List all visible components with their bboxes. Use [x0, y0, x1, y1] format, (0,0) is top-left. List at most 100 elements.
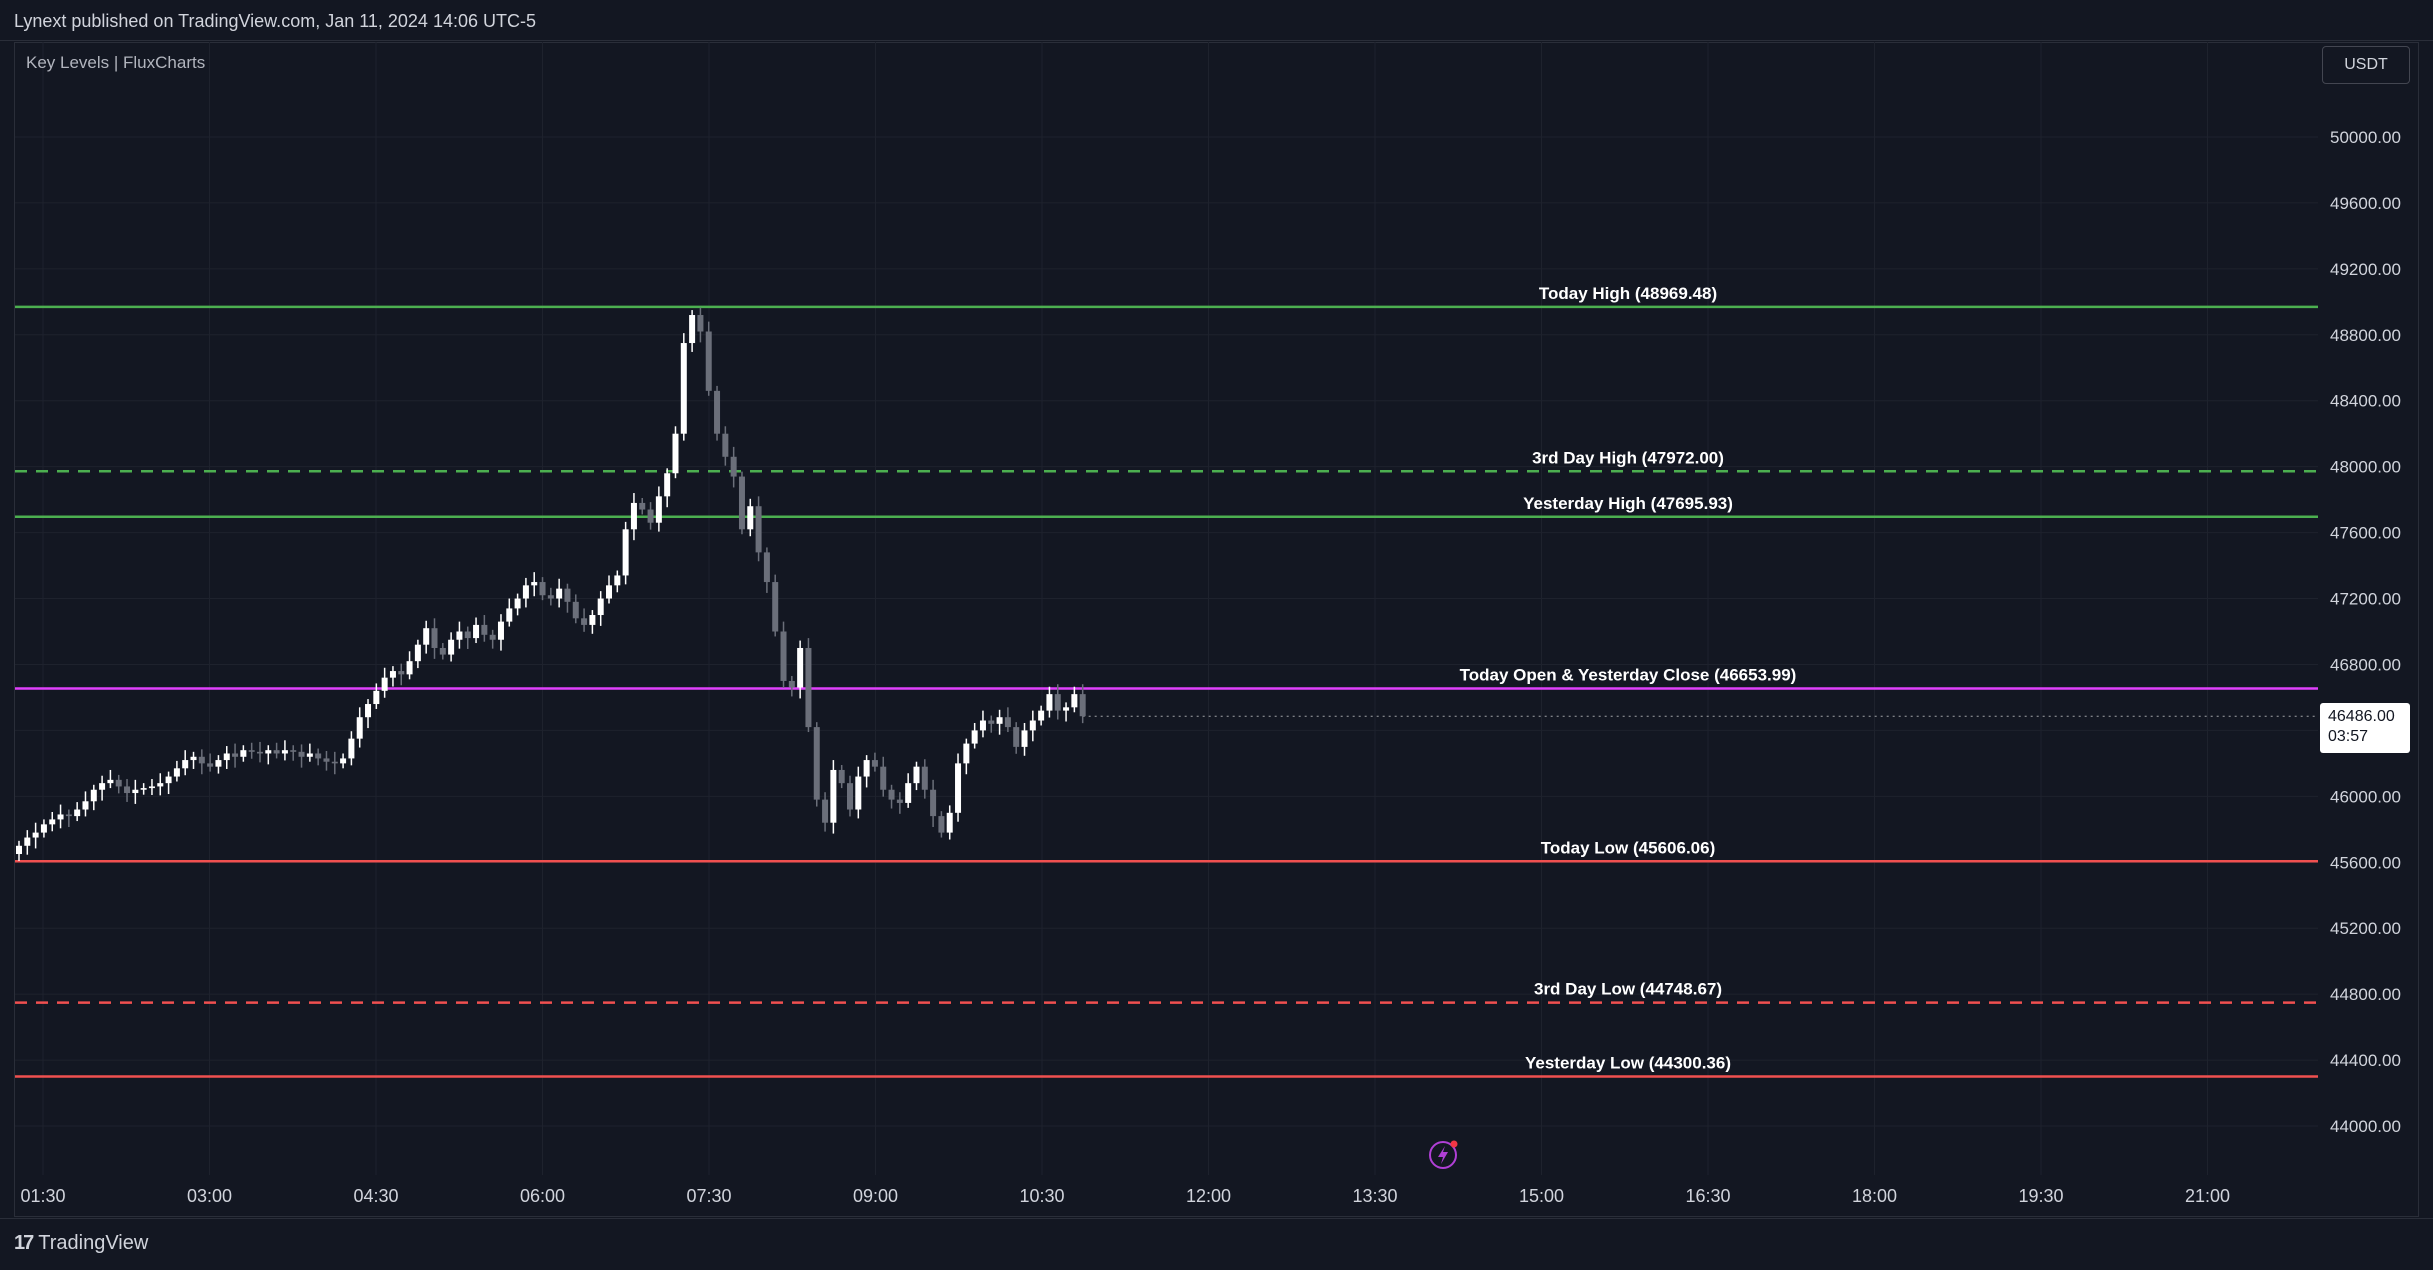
time-tick-label: 03:00: [187, 1186, 232, 1206]
key-level-label: Today Open & Yesterday Close (46653.99): [1460, 666, 1797, 685]
candle-body: [431, 628, 438, 648]
price-tick-label: 44800.00: [2330, 985, 2401, 1004]
tradingview-logo[interactable]: 17 TradingView: [14, 1232, 148, 1255]
candle-body: [606, 585, 613, 599]
price-tick-label: 49200.00: [2330, 260, 2401, 279]
candle-body: [173, 768, 180, 777]
key-level-label: Today High (48969.48): [1539, 284, 1717, 303]
candle-body: [822, 799, 829, 823]
time-tick-label: 15:00: [1519, 1186, 1564, 1206]
candle-body: [365, 704, 372, 718]
candle-body: [531, 582, 538, 586]
candle-body: [689, 315, 696, 344]
candle-body: [655, 496, 662, 523]
candle-body: [99, 783, 106, 790]
time-tick-label: 09:00: [853, 1186, 898, 1206]
candle-body: [148, 786, 155, 789]
candle-body: [1029, 720, 1036, 731]
candle-body: [473, 624, 480, 639]
candle-body: [57, 814, 64, 820]
candle-body: [1021, 730, 1028, 747]
candle-body: [140, 788, 147, 790]
candle-body: [722, 433, 729, 457]
candle-body: [547, 595, 554, 599]
candle-body: [1004, 717, 1011, 728]
candle-body: [240, 750, 247, 757]
time-tick-label: 13:30: [1352, 1186, 1397, 1206]
time-tick-label: 18:00: [1852, 1186, 1897, 1206]
candle-body: [406, 661, 413, 675]
candle-body: [1013, 727, 1020, 747]
candle-body: [40, 824, 47, 833]
candle-body: [165, 776, 172, 784]
candle-body: [157, 783, 164, 787]
key-level-label: Yesterday Low (44300.36): [1525, 1053, 1731, 1072]
candle-body: [356, 717, 363, 739]
candle-body: [930, 789, 937, 817]
candle-body: [107, 779, 114, 784]
candle-body: [298, 751, 305, 757]
candle-body: [497, 621, 504, 640]
candle-body: [747, 506, 754, 530]
candle-body: [348, 738, 355, 759]
candle-body: [705, 331, 712, 391]
candle-body: [256, 751, 263, 754]
bottom-bar: [0, 1218, 2433, 1270]
candle-body: [1046, 694, 1053, 711]
candle-body: [481, 624, 488, 635]
price-tick-label: 48000.00: [2330, 458, 2401, 477]
candle-body: [855, 776, 862, 810]
candle-body: [614, 575, 621, 586]
candle-body: [190, 756, 197, 761]
time-tick-label: 01:30: [20, 1186, 65, 1206]
candle-body: [597, 598, 604, 616]
candle-body: [489, 634, 496, 640]
key-level-label: Today Low (45606.06): [1541, 838, 1715, 857]
currency-button[interactable]: USDT: [2322, 46, 2410, 84]
candle-body: [581, 618, 588, 625]
candle-body: [16, 845, 22, 855]
price-tick-label: 48800.00: [2330, 326, 2401, 345]
time-tick-label: 10:30: [1019, 1186, 1064, 1206]
bar-countdown: 03:57: [2328, 728, 2369, 745]
candle-body: [514, 598, 521, 609]
indicator-title[interactable]: Key Levels | FluxCharts: [26, 53, 206, 72]
chart-frame[interactable]: [14, 42, 2419, 1217]
candle-body: [182, 760, 189, 769]
candle-body: [539, 582, 546, 596]
candle-body: [938, 816, 945, 833]
candle-body: [647, 509, 654, 523]
price-tick-label: 47200.00: [2330, 590, 2401, 609]
candle-body: [680, 343, 687, 434]
candle-body: [847, 783, 853, 810]
key-levels: Today High (48969.48) 3rd Day High (47972…: [15, 284, 2318, 1078]
candle-body: [265, 750, 272, 754]
key-level-label: Yesterday High (47695.93): [1523, 494, 1733, 513]
candle-body: [797, 647, 804, 688]
candle-body: [448, 639, 455, 655]
price-tick-label: 45600.00: [2330, 853, 2401, 872]
time-tick-label: 12:00: [1186, 1186, 1231, 1206]
price-tick-label: 46000.00: [2330, 787, 2401, 806]
publisher-line: Lynext published on TradingView.com, Jan…: [14, 11, 536, 31]
candle-body: [1038, 710, 1045, 721]
candle-body: [1071, 694, 1078, 708]
lightning-bolt-icon[interactable]: [1427, 1137, 1461, 1171]
candle-body: [963, 743, 970, 764]
candle-body: [572, 601, 579, 619]
top-bar: Lynext published on TradingView.com, Jan…: [0, 0, 2433, 41]
candle-body: [198, 756, 205, 764]
candles: [16, 307, 1086, 861]
candle-body: [49, 819, 56, 825]
price-tick-label: 48400.00: [2330, 392, 2401, 411]
key-level-label: 3rd Day Low (44748.67): [1534, 980, 1722, 999]
candle-body: [772, 582, 779, 632]
candle-body: [1054, 694, 1061, 711]
candle-body: [414, 644, 421, 662]
candle-body: [232, 753, 239, 757]
candle-body: [714, 390, 721, 434]
price-tick-label: 50000.00: [2330, 128, 2401, 147]
grid-lines: [15, 42, 2318, 1175]
time-tick-label: 06:00: [520, 1186, 565, 1206]
